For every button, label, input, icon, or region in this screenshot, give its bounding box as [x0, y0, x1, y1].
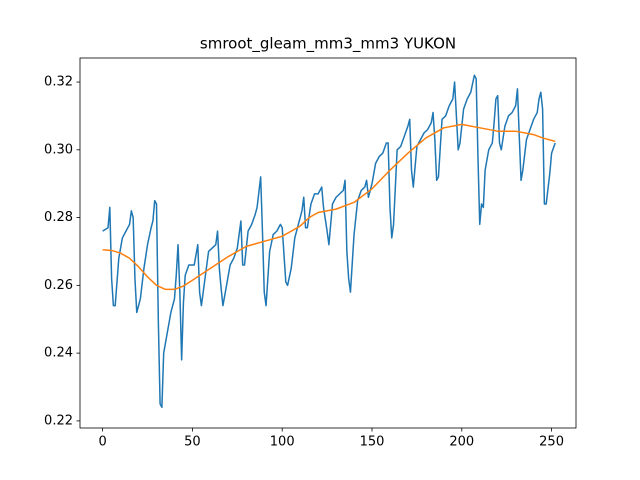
- y-tick-label: 0.28: [44, 210, 73, 225]
- y-tick-label: 0.24: [44, 346, 73, 361]
- x-tick-label: 100: [270, 435, 295, 450]
- y-tick-label: 0.30: [44, 142, 73, 157]
- y-tick-label: 0.26: [44, 278, 73, 293]
- y-tick-label: 0.22: [44, 413, 73, 428]
- y-tick-label: 0.32: [44, 75, 73, 90]
- x-tick-label: 50: [184, 435, 201, 450]
- data-line: [102, 74, 556, 409]
- x-tick-label: 0: [98, 435, 106, 450]
- plot-frame: [79, 57, 577, 429]
- x-tick-label: 250: [539, 435, 564, 450]
- data-line: [102, 123, 556, 291]
- x-tick-label: 200: [449, 435, 474, 450]
- x-tick-label: 150: [360, 435, 385, 450]
- chart-title: smroot_gleam_mm3_mm3 YUKON: [200, 35, 456, 54]
